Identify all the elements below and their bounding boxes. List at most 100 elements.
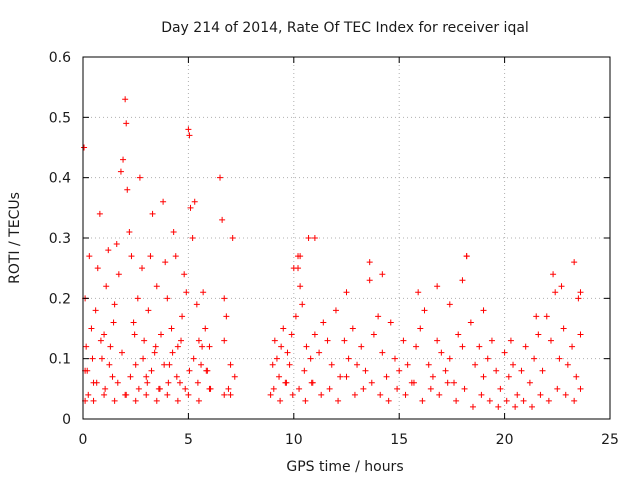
data-point (185, 391, 192, 398)
data-point (505, 373, 512, 380)
data-point (160, 198, 167, 205)
data-point (417, 325, 424, 332)
data-point (144, 379, 151, 386)
data-point (164, 391, 171, 398)
data-point (297, 283, 304, 290)
data-point (227, 391, 234, 398)
data-point (182, 385, 189, 392)
data-point (461, 385, 468, 392)
data-point (118, 349, 125, 356)
data-point (429, 373, 436, 380)
data-point (166, 361, 173, 368)
data-point (486, 397, 493, 404)
data-point (404, 361, 411, 368)
data-point (366, 259, 373, 266)
data-point (484, 355, 491, 362)
data-point (503, 397, 510, 404)
data-point (451, 379, 458, 386)
y-tick-label: 0.1 (49, 352, 71, 368)
data-point (123, 120, 130, 127)
data-point (324, 337, 331, 344)
data-point (151, 349, 158, 356)
data-point (106, 361, 113, 368)
data-point (296, 385, 303, 392)
data-point (179, 313, 186, 320)
data-point (219, 216, 226, 223)
data-point (341, 337, 348, 344)
data-point (345, 355, 352, 362)
data-point (522, 343, 529, 350)
data-point (221, 337, 228, 344)
data-point (510, 361, 517, 368)
data-point (421, 307, 428, 314)
data-point (377, 391, 384, 398)
data-point (558, 283, 565, 290)
data-point (547, 337, 554, 344)
data-point (189, 235, 196, 241)
data-point (434, 283, 441, 290)
data-point (320, 319, 327, 326)
data-point (145, 307, 152, 314)
data-point (387, 319, 394, 326)
data-point (425, 361, 432, 368)
y-tick-label: 0.2 (49, 291, 71, 307)
y-axis-label: ROTI / TECUs (7, 192, 23, 284)
data-point (126, 228, 133, 235)
data-point (172, 253, 179, 260)
data-point (101, 391, 108, 398)
data-point (488, 337, 495, 344)
data-point (111, 301, 118, 308)
data-point (526, 379, 533, 386)
x-tick-label: 25 (601, 432, 619, 448)
data-point (480, 307, 487, 314)
grid (83, 57, 610, 419)
data-point (343, 289, 350, 296)
data-point (92, 307, 99, 314)
data-point (203, 367, 210, 374)
data-point (140, 355, 147, 362)
data-point (132, 397, 139, 404)
data-point (307, 355, 314, 362)
data-point (165, 379, 172, 386)
data-point (554, 385, 561, 392)
data-point (442, 367, 449, 374)
data-point (134, 295, 141, 302)
data-point (102, 385, 109, 392)
data-point (206, 343, 213, 350)
data-point (328, 361, 335, 368)
data-point (267, 391, 274, 398)
data-point (501, 349, 508, 356)
data-point (305, 235, 312, 241)
data-point (337, 373, 344, 380)
data-point (438, 349, 445, 356)
data-point (436, 391, 443, 398)
data-point (375, 313, 382, 320)
data-point (111, 397, 118, 404)
data-point (535, 331, 542, 338)
data-point (93, 379, 100, 386)
data-point (148, 367, 155, 374)
data-point (575, 295, 582, 302)
data-point (107, 343, 114, 350)
data-point (200, 289, 207, 296)
data-point (571, 397, 578, 404)
data-point (156, 385, 163, 392)
data-point (198, 361, 205, 368)
data-point (152, 343, 159, 350)
data-point (161, 361, 168, 368)
data-point (514, 391, 521, 398)
data-point (301, 367, 308, 374)
data-point (480, 373, 487, 380)
data-point (370, 331, 377, 338)
data-point (174, 397, 181, 404)
data-point (190, 355, 197, 362)
data-point (497, 385, 504, 392)
data-point (83, 343, 90, 350)
data-point (469, 403, 476, 410)
data-point (463, 253, 470, 260)
data-point (478, 391, 485, 398)
data-point (402, 391, 409, 398)
data-point (280, 325, 287, 332)
data-point (117, 168, 124, 175)
data-point (299, 301, 306, 308)
